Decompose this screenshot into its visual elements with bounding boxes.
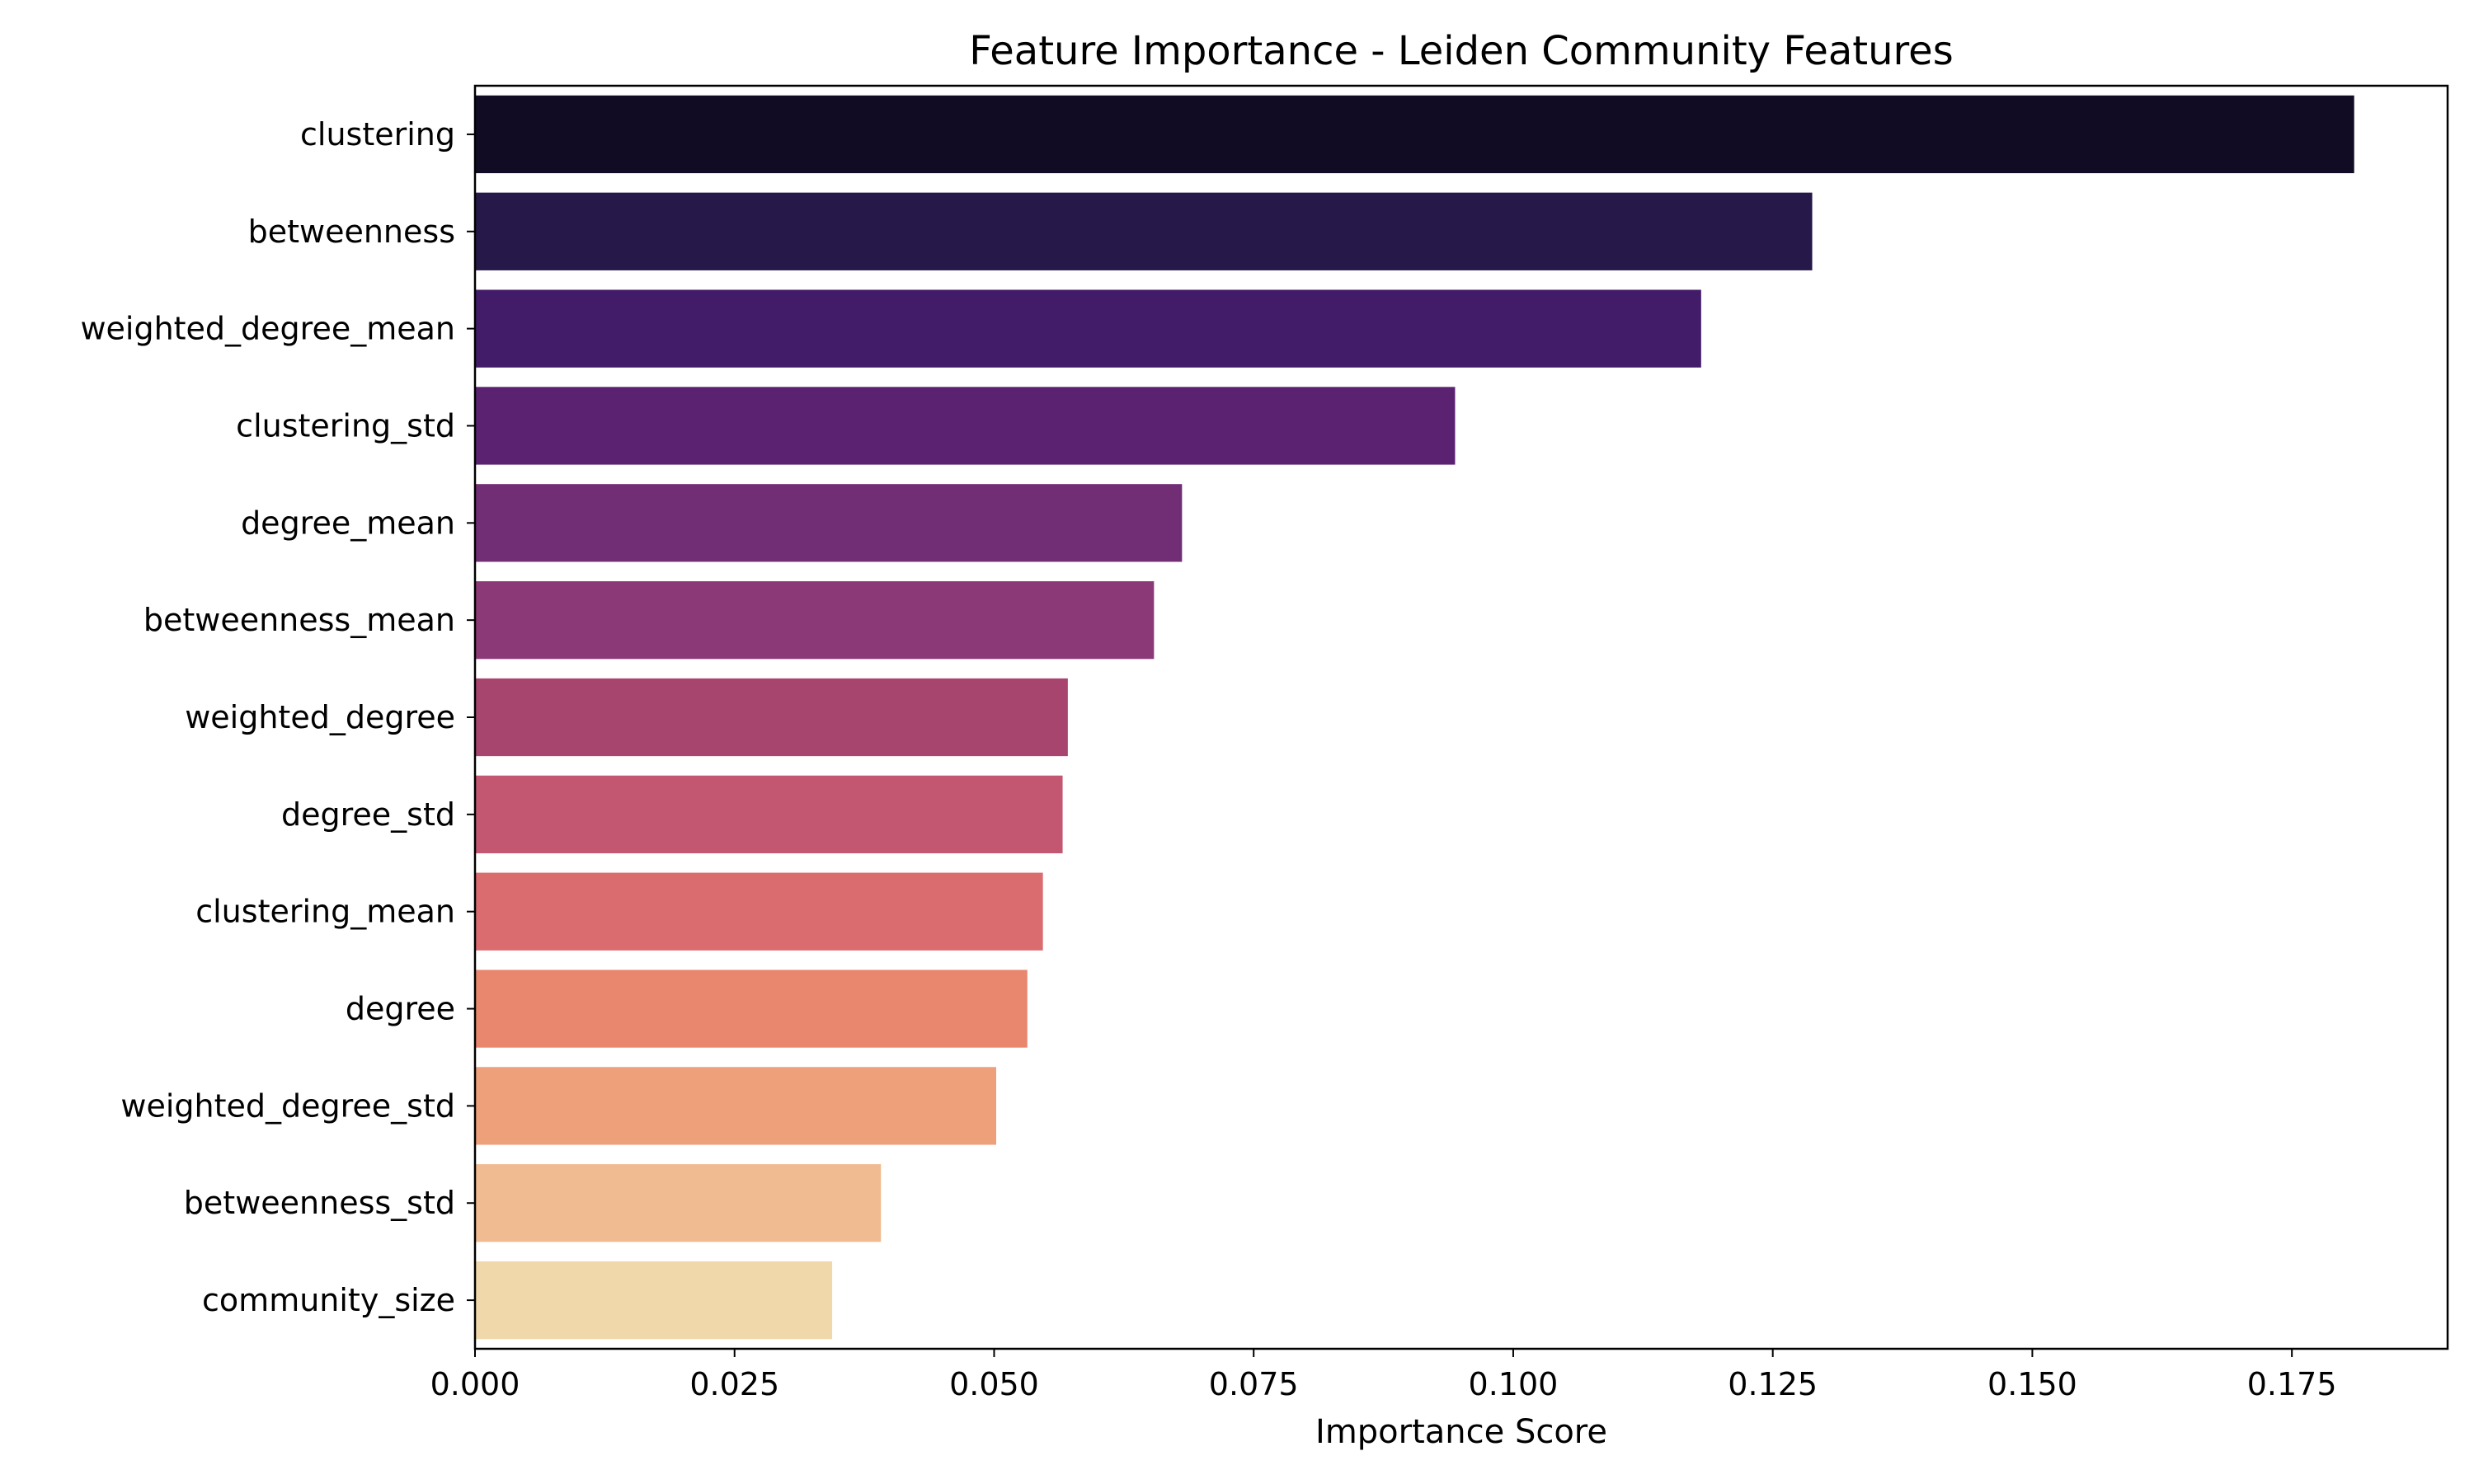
y-tick-label: clustering_mean — [195, 894, 455, 930]
y-tick-label: weighted_degree_mean — [80, 311, 455, 347]
bar-betweenness-std — [475, 1164, 882, 1242]
bar-weighted-degree-std — [475, 1067, 996, 1145]
bar-community-size — [475, 1261, 833, 1340]
bar-betweenness — [475, 192, 1813, 270]
x-axis-label: Importance Score — [1315, 1413, 1607, 1451]
y-tick-label: weighted_degree_std — [120, 1087, 455, 1124]
x-tick-label: 0.175 — [2247, 1366, 2337, 1402]
bar-clustering — [475, 95, 2354, 174]
bar-clustering-std — [475, 387, 1456, 465]
bar-weighted-degree-mean — [475, 289, 1701, 368]
bar-clustering-mean — [475, 872, 1043, 951]
y-tick-label: betweenness_std — [184, 1185, 455, 1221]
plot-area: clustering betweenness weighted_degree_mea… — [80, 84, 2449, 1402]
y-tick-label: degree_mean — [241, 505, 455, 541]
y-tick-label: weighted_degree — [185, 699, 455, 735]
y-tick-label: clustering — [300, 116, 455, 153]
plot-frame — [473, 84, 2449, 1350]
y-tick-label: betweenness_mean — [143, 602, 455, 638]
y-tick-label: betweenness — [248, 214, 455, 250]
bar-weighted-degree — [475, 678, 1068, 757]
x-tick-label: 0.050 — [949, 1366, 1039, 1402]
x-tick-label: 0.100 — [1469, 1366, 1559, 1402]
x-tick-label: 0.025 — [689, 1366, 779, 1402]
x-tick-label: 0.150 — [1987, 1366, 2077, 1402]
bar-degree-mean — [475, 484, 1183, 562]
y-tick-label: degree_std — [281, 796, 455, 833]
y-tick-label: community_size — [202, 1282, 455, 1318]
y-tick-label: clustering_std — [236, 407, 455, 444]
chart-title: Feature Importance - Leiden Community Fe… — [969, 28, 1953, 74]
x-tick-label: 0.125 — [1728, 1366, 1818, 1402]
y-tick-label: degree — [346, 991, 455, 1027]
bar-betweenness-mean — [475, 581, 1155, 660]
x-tick-label: 0.075 — [1209, 1366, 1299, 1402]
bar-degree — [475, 970, 1028, 1048]
x-tick-label: 0.000 — [430, 1366, 520, 1402]
bar-degree-std — [475, 775, 1063, 853]
